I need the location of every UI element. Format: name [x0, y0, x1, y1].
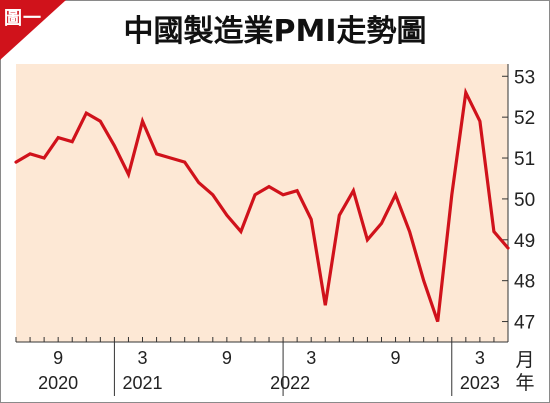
pmi-series-line [14, 87, 510, 323]
x-unit-year: 年 [515, 372, 534, 394]
y-tick-label: 48 [514, 272, 535, 293]
x-year-label: 2021 [122, 373, 162, 393]
x-month-label: 3 [306, 348, 316, 368]
x-unit-month: 月 [515, 349, 534, 371]
y-tick-label: 49 [514, 231, 535, 252]
chart-title: 中國製造業PMI走勢圖 [123, 14, 427, 49]
x-month-label: 9 [53, 348, 63, 368]
x-month-label: 3 [138, 348, 148, 368]
y-tick-label: 51 [514, 149, 535, 170]
x-year-label: 2020 [38, 373, 78, 393]
y-tick-label: 52 [514, 108, 535, 129]
y-tick-label: 47 [514, 313, 535, 334]
figure-badge-label: 圖一 [4, 8, 42, 29]
x-month-label: 3 [475, 348, 485, 368]
x-month-label: 9 [222, 348, 232, 368]
x-month-label: 9 [391, 348, 401, 368]
y-tick-label: 53 [514, 67, 535, 88]
x-year-label: 2023 [460, 373, 500, 393]
x-year-label: 2022 [270, 373, 310, 393]
plot-area [16, 64, 508, 342]
y-tick-label: 50 [514, 190, 535, 211]
